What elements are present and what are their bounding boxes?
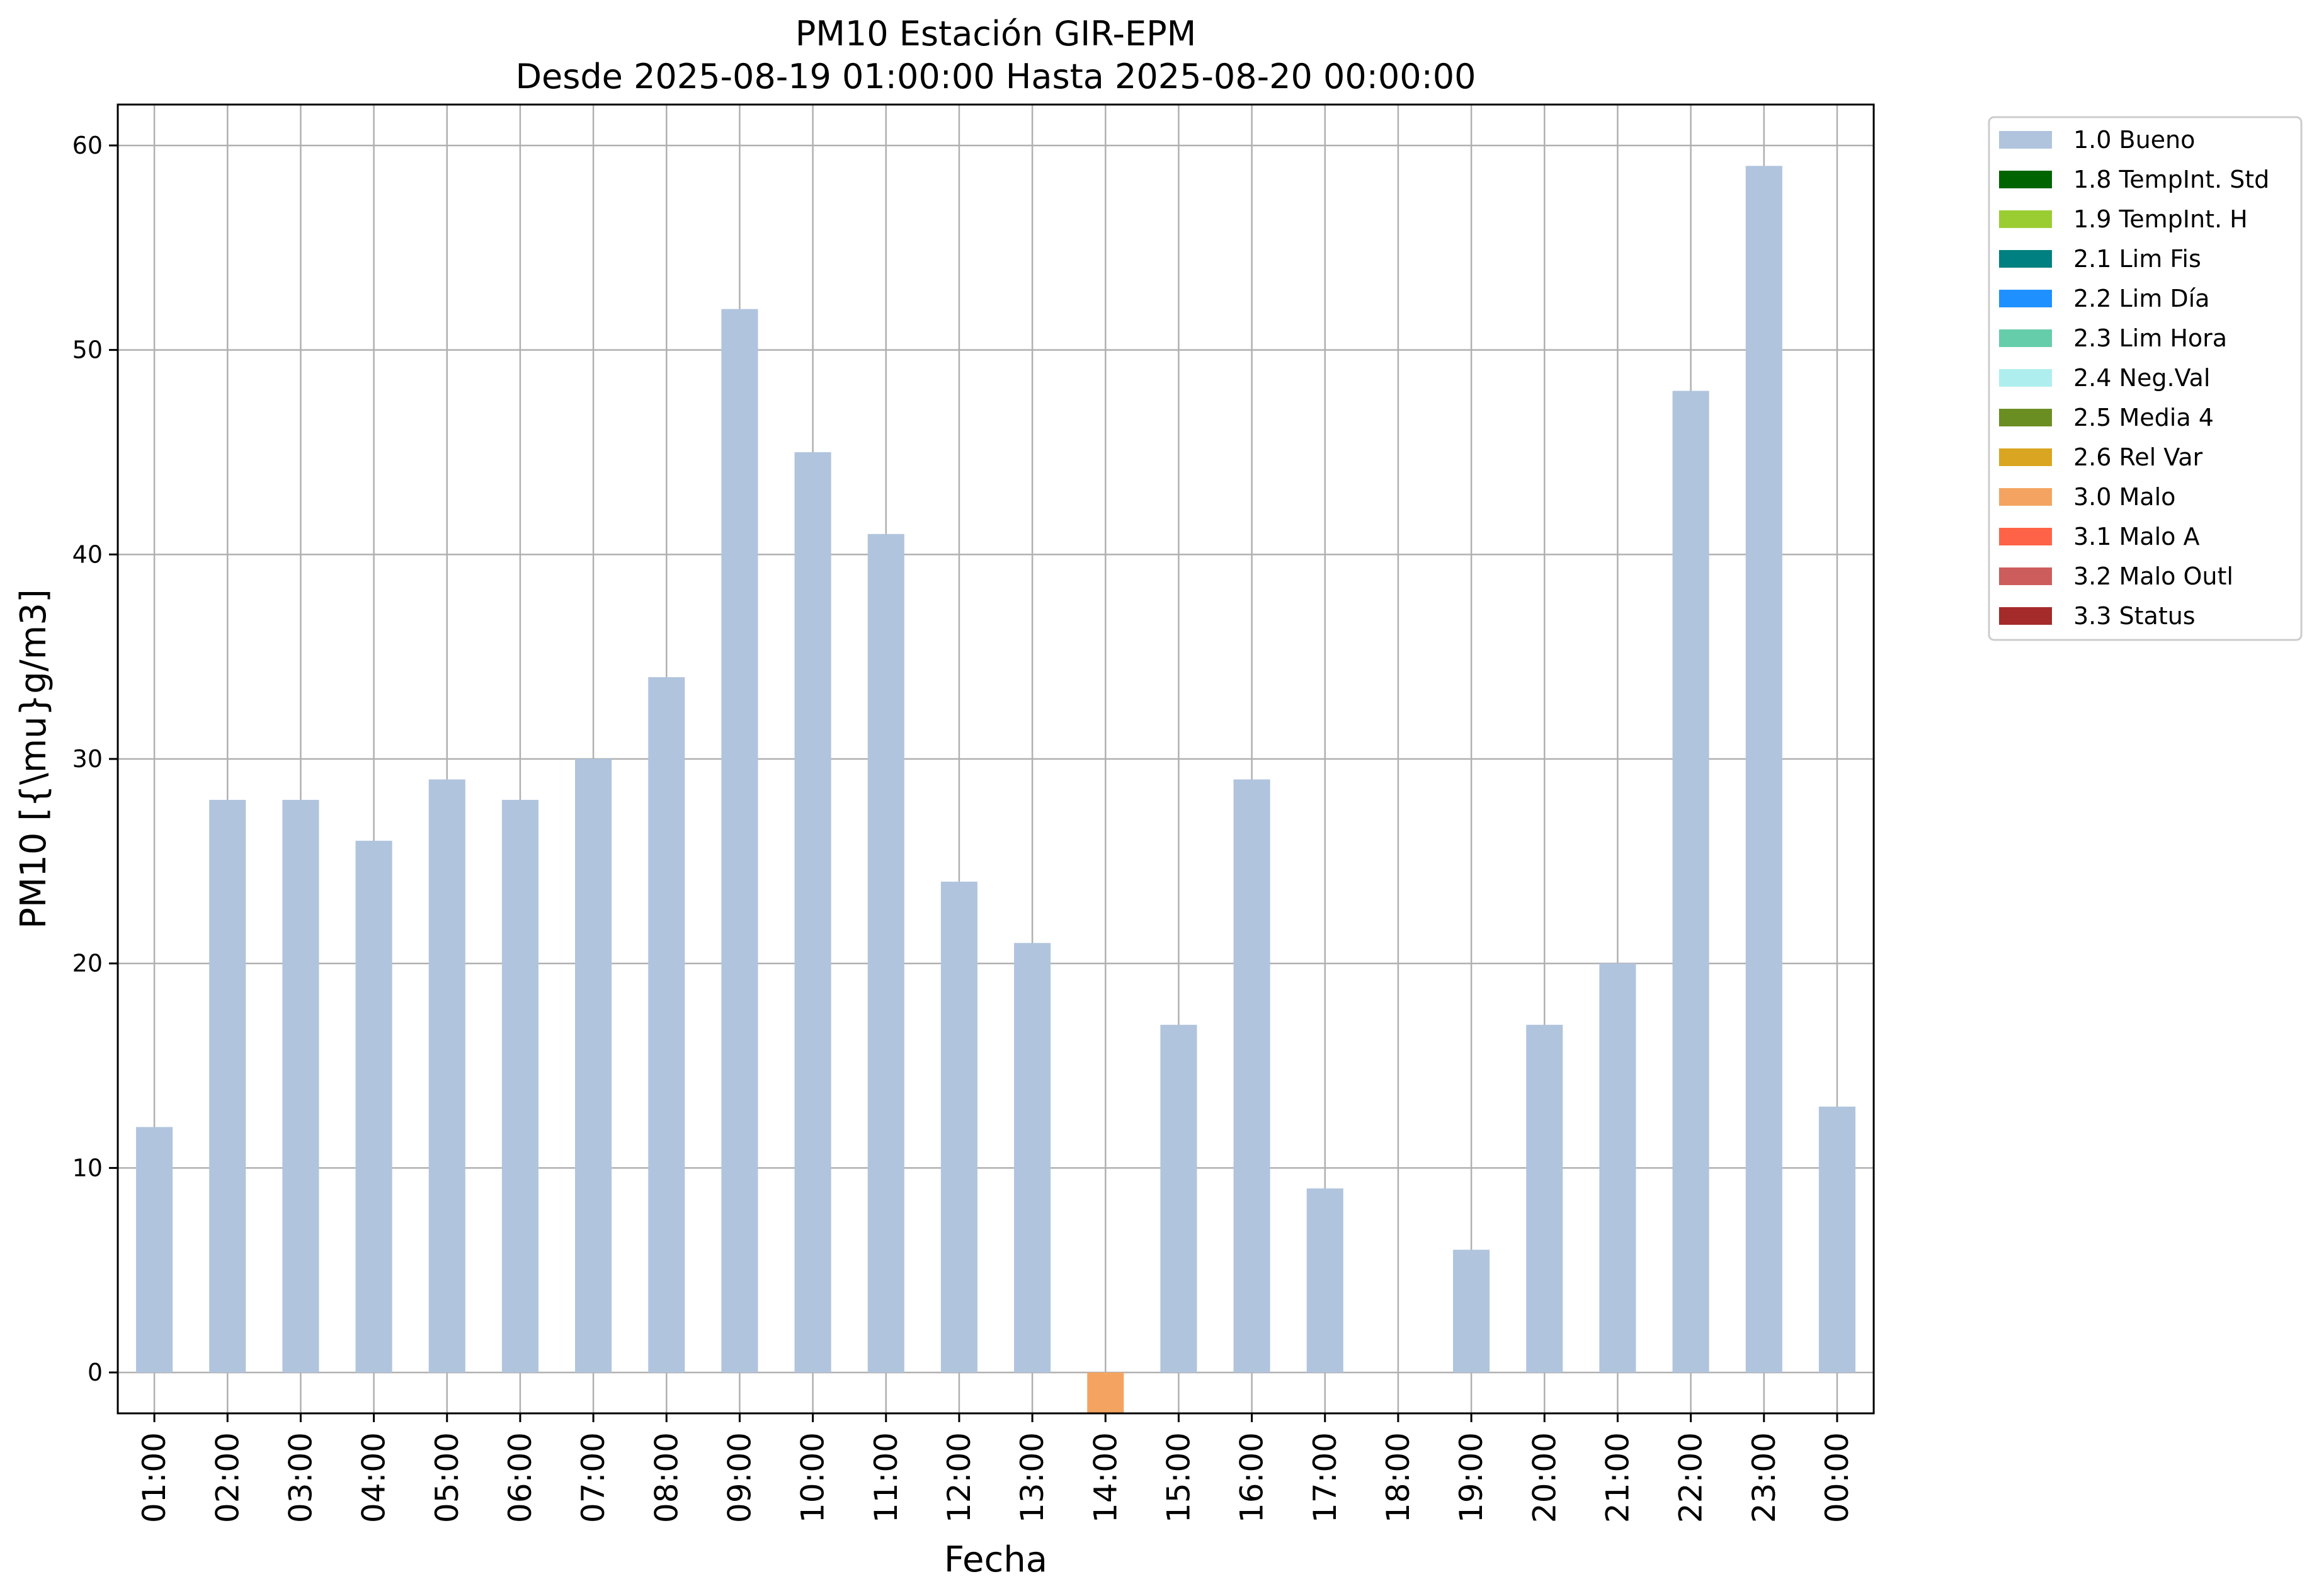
legend-swatch [1999, 290, 2052, 307]
bar-0600 [501, 799, 538, 1373]
bar-0300 [282, 799, 319, 1373]
legend-label: 1.0 Bueno [2073, 126, 2195, 154]
bar-1400 [1087, 1372, 1124, 1413]
x-axis-label: Fecha [944, 1539, 1047, 1580]
legend: 1.0 Bueno 1.8 TempInt. Std 1.9 TempInt. H 2… [1988, 116, 2303, 641]
legend-swatch [1999, 250, 2052, 268]
legend-swatch [1999, 567, 2052, 585]
x-axis-ticks: 01:00 02:00 03:00 04:00 05:00 06:00 07:00 08:00… [136, 1413, 1855, 1523]
bars [136, 166, 1855, 1413]
x-tick-label: 15:00 [1160, 1432, 1197, 1523]
x-tick-label: 14:00 [1087, 1432, 1124, 1523]
legend-swatch [1999, 329, 2052, 347]
bar-1000 [794, 452, 831, 1373]
legend-swatch [1999, 171, 2052, 188]
x-tick-label: 06:00 [502, 1432, 538, 1523]
legend-label: 3.2 Malo Outl [2073, 562, 2233, 590]
bar-2100 [1599, 963, 1636, 1373]
legend-box [1988, 116, 2303, 641]
x-tick-label: 02:00 [209, 1432, 246, 1523]
bar-2300 [1745, 166, 1782, 1373]
bar-1300 [1014, 943, 1051, 1373]
x-tick-label: 13:00 [1014, 1432, 1051, 1523]
x-tick-label: 10:00 [795, 1432, 831, 1523]
x-tick-label: 19:00 [1453, 1432, 1490, 1523]
bar-2200 [1672, 390, 1709, 1373]
bar-0500 [428, 779, 465, 1373]
x-tick-label: 20:00 [1526, 1432, 1563, 1523]
legend-label: 3.3 Status [2073, 602, 2196, 630]
legend-label: 2.4 Neg.Val [2073, 364, 2210, 392]
x-tick-label: 03:00 [282, 1432, 319, 1523]
legend-label: 3.1 Malo A [2073, 523, 2199, 550]
bar-0900 [721, 309, 758, 1373]
x-tick-label: 17:00 [1307, 1432, 1343, 1523]
y-axis-label: PM10 [{\mu}g/m3] [13, 589, 54, 929]
bar-0200 [209, 799, 246, 1373]
bar-0400 [355, 840, 392, 1373]
bar-2000 [1526, 1025, 1563, 1373]
bar-1100 [867, 533, 904, 1373]
x-tick-label: 18:00 [1380, 1432, 1416, 1523]
x-tick-label: 04:00 [356, 1432, 392, 1523]
y-tick-label: 60 [72, 132, 103, 159]
legend-swatch [1999, 488, 2052, 506]
legend-swatch [1999, 528, 2052, 545]
x-tick-label: 01:00 [136, 1432, 173, 1523]
chart-title-line-1: PM10 Estación GIR-EPM [795, 14, 1197, 54]
legend-label: 2.2 Lim Día [2073, 285, 2209, 312]
legend-swatch [1999, 448, 2052, 466]
x-tick-label: 22:00 [1673, 1432, 1709, 1523]
bar-0700 [575, 759, 612, 1373]
bar-1200 [940, 881, 977, 1373]
bar-1600 [1233, 779, 1270, 1373]
legend-label: 3.0 Malo [2073, 483, 2175, 511]
bar-1500 [1160, 1025, 1197, 1373]
legend-swatch [1999, 210, 2052, 228]
y-tick-label: 0 [88, 1359, 103, 1386]
bar-1900 [1453, 1250, 1490, 1373]
legend-swatch [1999, 369, 2052, 387]
y-axis-ticks: 0 10 20 30 40 50 60 [72, 132, 118, 1386]
legend-label: 2.3 Lim Hora [2073, 324, 2227, 352]
x-tick-label: 05:00 [429, 1432, 465, 1523]
x-tick-label: 16:00 [1234, 1432, 1270, 1523]
bar-0800 [648, 677, 685, 1373]
bar-1700 [1306, 1188, 1343, 1373]
legend-label: 2.5 Media 4 [2073, 404, 2214, 431]
y-tick-label: 30 [72, 745, 103, 773]
x-tick-label: 08:00 [648, 1432, 685, 1523]
x-tick-label: 09:00 [721, 1432, 758, 1523]
legend-label: 1.8 TempInt. Std [2073, 166, 2269, 193]
legend-swatch [1999, 131, 2052, 149]
legend-label: 2.6 Rel Var [2073, 443, 2203, 471]
legend-swatch [1999, 607, 2052, 625]
plot-frame [117, 103, 1875, 1415]
x-tick-label: 11:00 [868, 1432, 904, 1523]
x-tick-label: 12:00 [941, 1432, 977, 1523]
legend-label: 1.9 TempInt. H [2073, 205, 2248, 233]
x-tick-label: 21:00 [1599, 1432, 1636, 1523]
y-tick-label: 50 [72, 336, 103, 364]
y-tick-label: 10 [72, 1154, 103, 1182]
legend-label: 2.1 Lim Fis [2073, 245, 2201, 273]
bar-0100 [136, 1127, 173, 1373]
bar-0000 [1818, 1106, 1855, 1373]
legend-swatch [1999, 409, 2052, 426]
y-tick-label: 20 [72, 950, 103, 978]
x-tick-label: 00:00 [1819, 1432, 1855, 1523]
chart-title-line-2: Desde 2025-08-19 01:00:00 Hasta 2025-08-… [515, 57, 1476, 96]
y-tick-label: 40 [72, 540, 103, 568]
x-tick-label: 07:00 [575, 1432, 612, 1523]
x-tick-label: 23:00 [1746, 1432, 1782, 1523]
